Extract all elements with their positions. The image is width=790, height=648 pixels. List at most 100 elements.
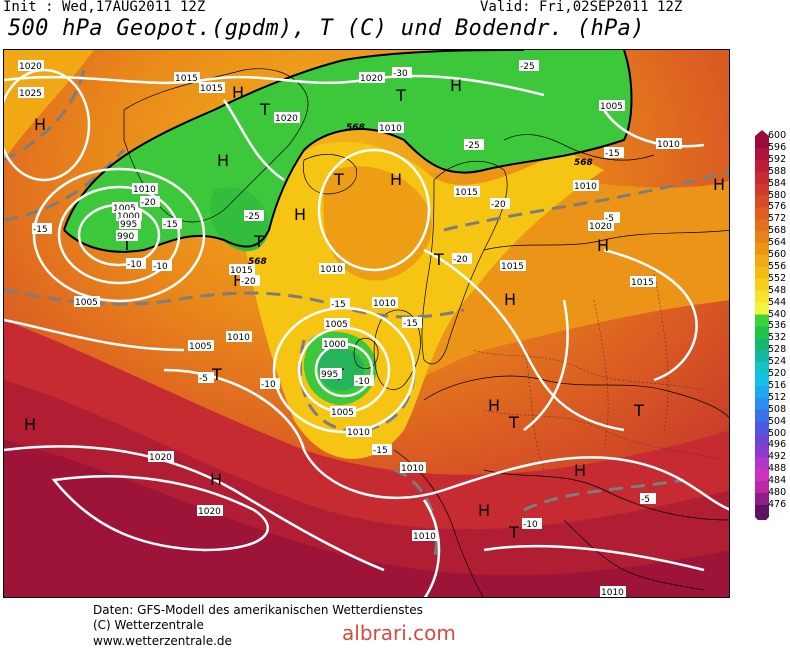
colorbar-bottom-arrow	[755, 516, 769, 520]
colorbar-label: 564	[768, 237, 787, 249]
temp-label: -5	[199, 374, 208, 384]
colorbar-label: 520	[768, 368, 787, 379]
temp-label: -10	[355, 377, 370, 387]
colorbar	[755, 130, 769, 520]
temp-label: -15	[403, 319, 418, 329]
colorbar-swatch	[755, 231, 769, 244]
cold-trough-core	[209, 187, 269, 252]
temp-label: -25	[465, 141, 480, 151]
isobar-label: 1005	[75, 298, 98, 308]
low-atlantic-mid: T	[211, 365, 222, 384]
coastlines	[123, 68, 729, 597]
temp-label: -5	[605, 214, 614, 224]
footer-copyright: (C) Wetterzentrale	[93, 618, 204, 632]
colorbar-swatch	[755, 147, 769, 161]
colorbar-label: 580	[768, 189, 787, 201]
isobar-labels: 1020 1025 1015 1015 1020 1010 1005 1000 …	[18, 60, 682, 597]
colorbar-swatch	[755, 171, 769, 185]
isobar-label: 1020	[19, 62, 42, 72]
colorbar-label: 504	[768, 415, 787, 427]
geopotential-label: 568	[248, 257, 267, 267]
colorbar-label: 524	[768, 356, 787, 368]
colorbar-label: 576	[768, 201, 787, 213]
isobar-label: 1000	[117, 212, 140, 222]
high-balkans: H	[574, 461, 586, 480]
isobar-label: 1015	[631, 278, 654, 288]
temp-label: -10	[153, 262, 168, 272]
colorbar-swatch	[755, 207, 769, 220]
isobar-label: 1010	[347, 428, 370, 438]
isobar-label: 1020	[360, 74, 383, 84]
temp-label: -20	[453, 255, 468, 265]
colorbar-swatch	[755, 350, 769, 363]
pressure-centers: H H T H T T H H T H T H T H H H T T H T …	[24, 76, 725, 542]
colorbar-swatch	[755, 397, 769, 411]
geopotential-label: 568	[346, 123, 365, 133]
temp-label: -20	[241, 277, 256, 287]
colorbar-label: 572	[768, 213, 787, 225]
isobar-label: 995	[321, 370, 338, 380]
high-russia: H	[597, 236, 609, 255]
colorbar-label: 552	[768, 272, 787, 284]
orange-blob-north	[323, 166, 432, 281]
temp-label: -30	[393, 69, 408, 79]
temp-label: -15	[605, 149, 620, 159]
colorbar-label: 548	[768, 284, 787, 296]
high-greenland: H	[232, 83, 244, 102]
colorbar-label: 488	[768, 463, 787, 475]
temp-label: -25	[520, 62, 535, 72]
temp-label: -10	[261, 380, 276, 390]
isobar-label: 995	[120, 220, 137, 230]
isobar-label: 1005	[600, 102, 623, 112]
colorbar-label: 480	[768, 487, 787, 498]
temp-label: -15	[373, 446, 388, 456]
isobar-label: 1015	[200, 84, 223, 94]
colorbar-label: 556	[768, 260, 787, 272]
isobar-label: 1010	[320, 265, 343, 275]
temp-label: -15	[33, 225, 48, 235]
low-iceland: T	[253, 232, 264, 251]
colorbar-label: 600	[768, 130, 787, 141]
high-russia-n: H	[713, 175, 725, 194]
colorbar-label: 568	[768, 225, 787, 237]
colorbar-label: 512	[768, 391, 787, 403]
colorbar-label: 560	[768, 249, 787, 260]
map-title: 500 hPa Geopot.(gpdm), T (C) und Bodendr…	[8, 16, 645, 41]
isobar-label: 1015	[501, 262, 524, 272]
temp-label: -20	[141, 198, 156, 208]
isobar-label: 1010	[133, 185, 156, 195]
high-azores-w: H	[24, 415, 36, 434]
isobar-label: 1010	[227, 333, 250, 343]
colorbar-swatch	[755, 266, 769, 280]
low-arctic: T	[395, 86, 406, 105]
isobar-label: 1010	[401, 464, 424, 474]
high-azores: H	[210, 470, 222, 489]
colorbar-label: 536	[768, 320, 787, 332]
valid-time: Valid: Fri,02SEP2011 12Z	[480, 0, 683, 15]
low-scandinavia: T	[433, 250, 444, 269]
colorbar-label: 508	[768, 403, 787, 415]
temp-label: -10	[523, 520, 538, 530]
colorbar-label: 584	[768, 177, 787, 189]
colorbar-label: 476	[768, 498, 787, 510]
colorbar-swatch	[755, 290, 769, 304]
colorbar-swatch	[755, 338, 769, 351]
colorbar-swatch	[755, 302, 769, 315]
isobar-label: 1025	[19, 89, 42, 99]
colorbar-label: 596	[768, 141, 787, 153]
country-borders	[473, 269, 725, 471]
isobar-label: 1005	[325, 320, 348, 330]
colorbar-swatch	[755, 219, 769, 232]
geopotential-labels: 568 568 568 568	[248, 123, 593, 267]
colorbar-label: 516	[768, 379, 787, 391]
colorbar-label: 592	[768, 153, 787, 165]
isobar-label: 1005	[189, 342, 212, 352]
isobar-label: 1010	[373, 299, 396, 309]
isobar-label: 1020	[149, 453, 172, 463]
hottest-air	[4, 440, 729, 597]
colorbar-swatch	[755, 136, 769, 149]
low-greenland-se: T	[259, 100, 270, 119]
temp-label: -25	[245, 212, 260, 222]
high-mediterranean: H	[478, 501, 490, 520]
colorbar-swatch	[755, 362, 769, 375]
